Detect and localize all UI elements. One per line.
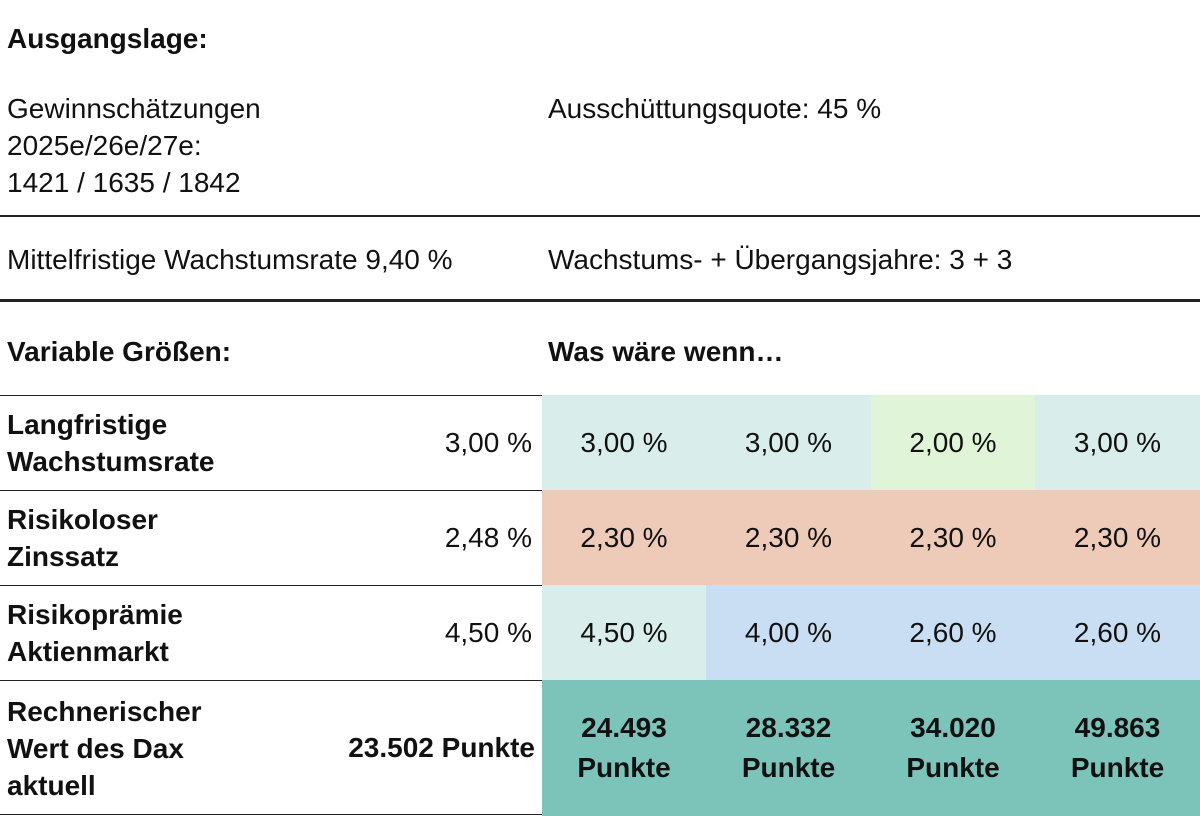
scenario-cell: 2,30 % [1035, 490, 1200, 585]
row-label-line1: Risikoloser [7, 504, 158, 535]
result-label-line3: aktuell [7, 769, 96, 801]
ausschuettungsquote: Ausschüttungsquote: 45 % [548, 93, 882, 124]
scenario-cell: 4,50 % [542, 585, 706, 680]
row-label-line2: Zinssatz [7, 541, 120, 572]
scenario-cell: 2,60 % [871, 585, 1035, 680]
gewinn-label: Gewinnschätzungen 2025e/26e/27e: 1421 / … [7, 90, 261, 201]
section-title-ausgangslage: Ausgangslage: [7, 23, 208, 54]
divider [0, 215, 1200, 217]
divider [0, 395, 542, 396]
row-label-line2: Wachstumsrate [7, 446, 215, 477]
divider [0, 814, 542, 815]
scenario-cell: 4,00 % [706, 585, 871, 680]
row-label: Risikoloser Zinssatz [7, 491, 158, 585]
result-unit: Punkte [906, 752, 1000, 783]
scenario-cell: 2,00 % [871, 395, 1035, 490]
result-number: 28.332 [745, 712, 832, 743]
scenario-cell: 2,30 % [542, 490, 706, 585]
gewinn-values: 1421 / 1635 / 1842 [7, 167, 241, 198]
result-number: 24.493 [581, 712, 667, 743]
result-cell: 34.020 Punkte [871, 680, 1035, 816]
scenario-cell: 2,60 % [1035, 585, 1200, 680]
scenario-cell: 3,00 % [542, 395, 706, 490]
row-label-line1: Risikoprämie [7, 599, 183, 630]
row-label: Risikoprämie Aktienmarkt [7, 586, 183, 680]
mittelfristige-wachstumsrate: Mittelfristige Wachstumsrate 9,40 % [7, 244, 453, 275]
result-cell: 49.863 Punkte [1035, 680, 1200, 816]
row-base-value: 4,50 % [444, 617, 532, 648]
wachstumsjahre: Wachstums- + Übergangsjahre: 3 + 3 [548, 244, 1013, 275]
divider [0, 680, 542, 681]
result-unit: Punkte [1070, 752, 1165, 783]
section-title-scenarios: Was wäre wenn… [548, 336, 784, 367]
result-label: Rechnerischer Wert des Dax aktuell [7, 680, 202, 816]
result-label-line2: Wert des Dax [7, 732, 184, 764]
result-number: 34.020 [910, 712, 996, 743]
result-unit: Punkte [577, 752, 671, 783]
result-base-value: 23.502 Punkte [348, 732, 535, 763]
gewinn-label-line2: 2025e/26e/27e: [7, 130, 202, 161]
row-base-value: 2,48 % [444, 522, 532, 553]
row-base-value: 3,00 % [444, 427, 532, 458]
row-label: Langfristige Wachstumsrate [7, 396, 214, 490]
result-label-line1: Rechnerischer [7, 695, 202, 727]
scenario-cell: 2,30 % [706, 490, 871, 585]
row-label-line2: Aktienmarkt [7, 636, 169, 667]
result-unit: Punkte [741, 752, 836, 783]
result-cell: 24.493 Punkte [542, 680, 706, 816]
result-cell: 28.332 Punkte [706, 680, 871, 816]
divider-thick [0, 299, 1200, 302]
divider [0, 490, 542, 491]
gewinn-label-line1: Gewinnschätzungen [7, 93, 261, 124]
section-title-variable: Variable Größen: [7, 336, 232, 367]
row-label-line1: Langfristige [7, 409, 168, 440]
scenario-cell: 3,00 % [1035, 395, 1200, 490]
divider [0, 585, 542, 586]
scenario-cell: 2,30 % [871, 490, 1035, 585]
result-number: 49.863 [1074, 712, 1161, 743]
scenario-cell: 3,00 % [706, 395, 871, 490]
